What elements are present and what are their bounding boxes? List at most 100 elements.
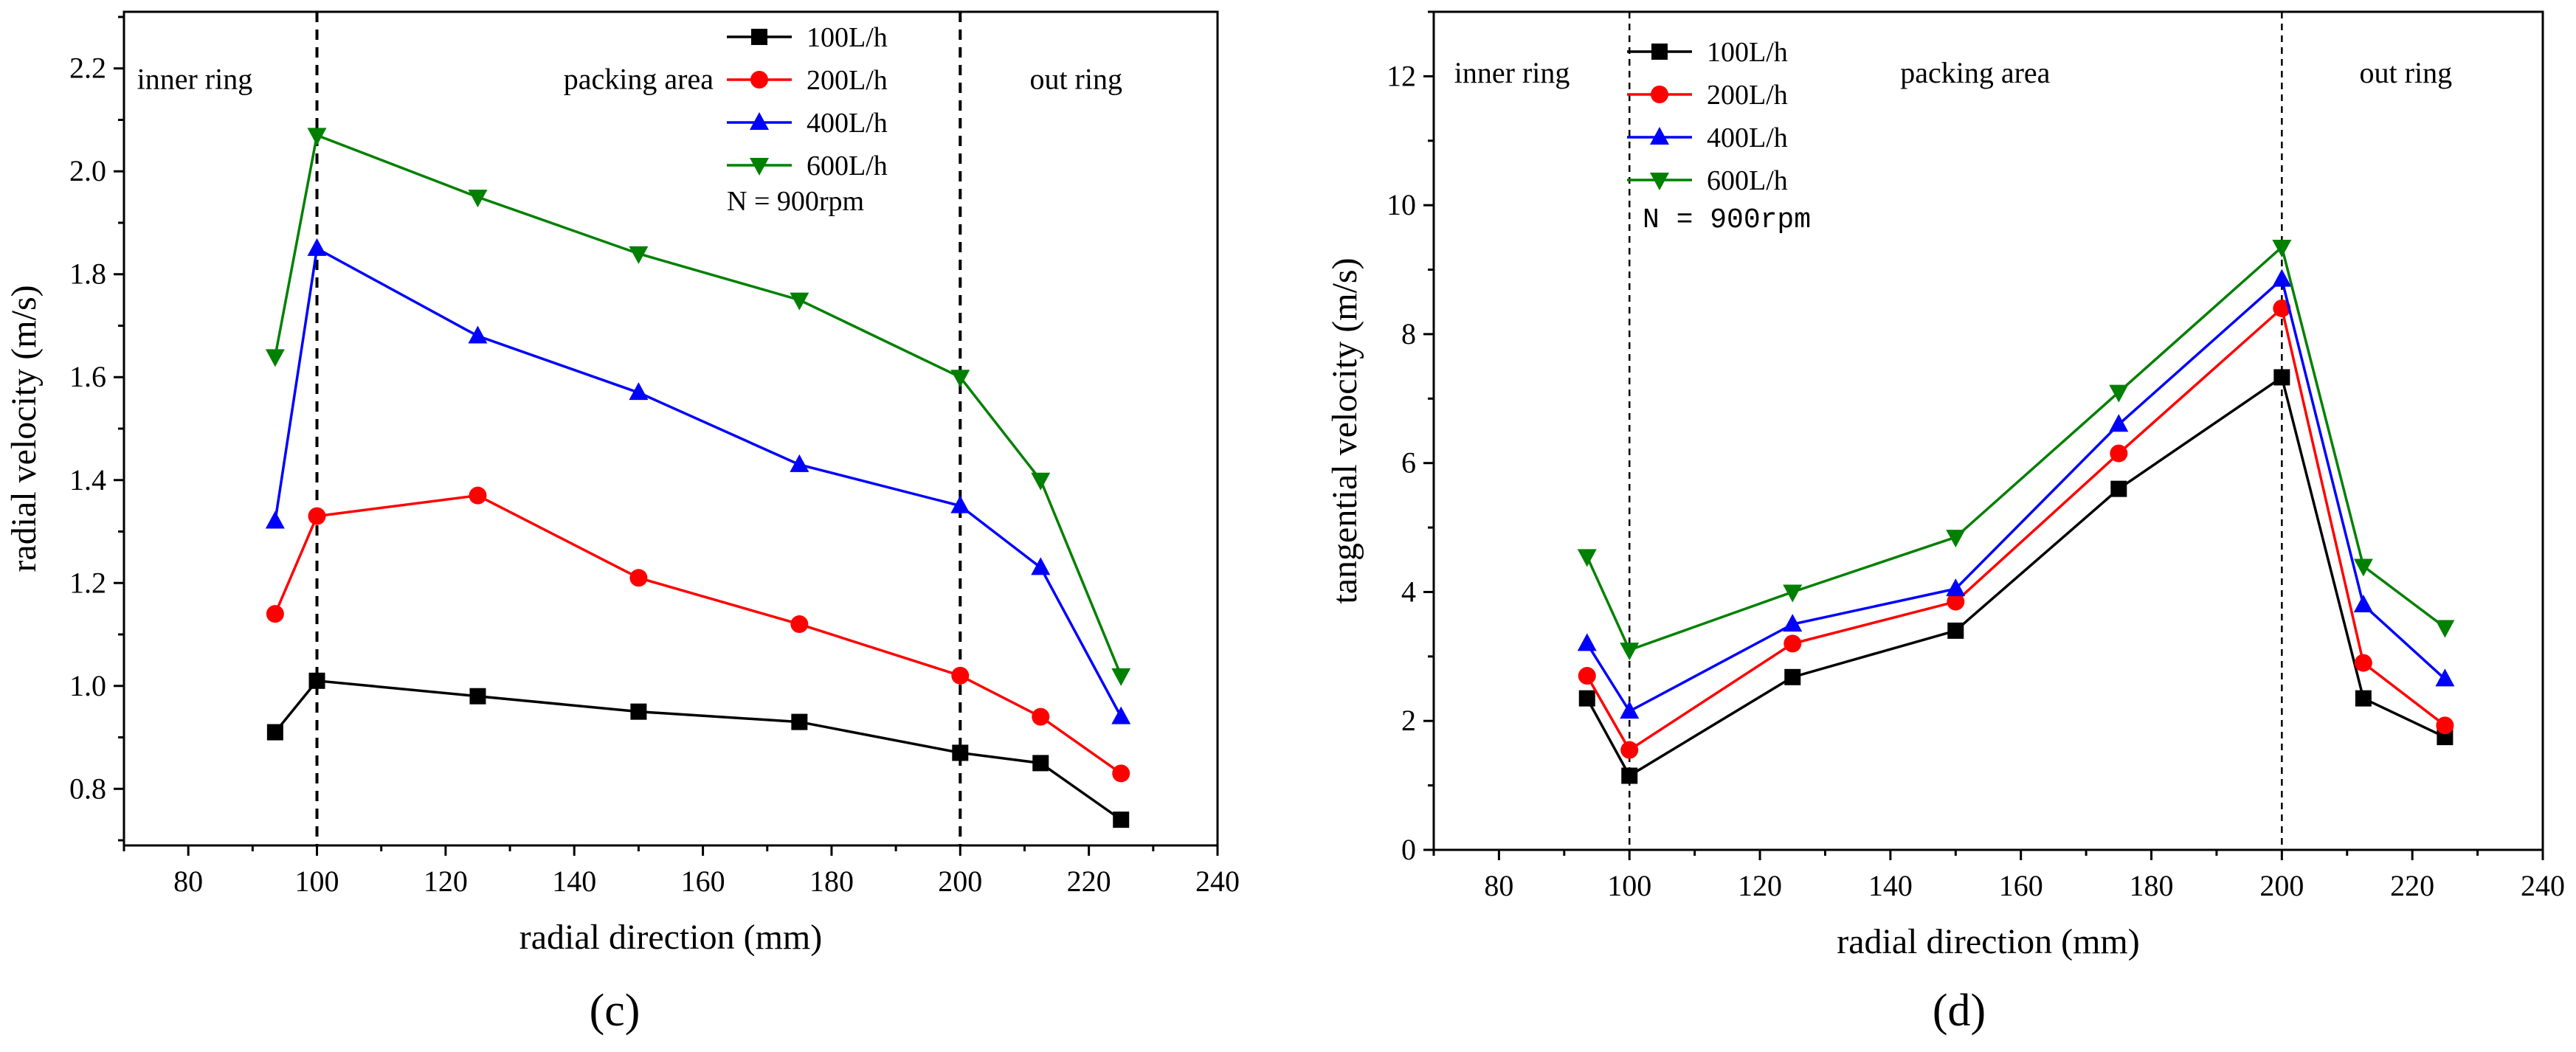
data-point <box>950 370 970 388</box>
series-line <box>1586 244 2446 652</box>
data-point <box>1031 557 1051 575</box>
data-point <box>2353 594 2373 612</box>
region-label: inner ring <box>1454 56 1570 89</box>
x-tick-label: 140 <box>1868 869 1913 902</box>
x-tick-label: 80 <box>1484 869 1513 902</box>
data-point <box>1946 578 1966 597</box>
legend-swatch-marker <box>1651 86 1668 103</box>
data-point <box>790 615 809 634</box>
legend-swatch-marker <box>751 29 767 45</box>
chart-c: 80 100 120 140 160 180 200 220 240 0.8 1.0 1.2 1.4 1.… <box>4 10 1240 1036</box>
data-point <box>1783 614 1803 632</box>
region-label: packing area <box>564 63 714 96</box>
data-point <box>2272 239 2292 257</box>
legend-note: N = 900rpm <box>1643 204 1811 236</box>
region-label: packing area <box>1900 56 2050 89</box>
data-point <box>1032 707 1050 726</box>
y-axis-title: radial velocity (m/s) <box>4 285 44 572</box>
y-tick-label: 1.4 <box>69 463 106 496</box>
y-axis-title: tangential velocity (m/s) <box>1325 257 1364 603</box>
data-point <box>629 246 649 264</box>
legend-note: N = 900rpm <box>727 186 864 217</box>
data-point <box>951 666 970 685</box>
data-point <box>2273 299 2291 317</box>
y-tick-label: 1.0 <box>69 669 106 702</box>
panel-label: (d) <box>1933 986 1986 1036</box>
series-line <box>274 134 1122 676</box>
y-tick-label: 10 <box>1387 188 1416 221</box>
data-point <box>2354 654 2372 672</box>
data-point <box>308 507 326 525</box>
x-tick-label: 180 <box>2130 869 2174 902</box>
data-point <box>1783 584 1803 603</box>
data-point <box>2109 384 2129 403</box>
y-tick-label: 6 <box>1401 446 1416 480</box>
legend-label: 600L/h <box>807 150 888 181</box>
data-point <box>1947 592 1965 611</box>
y-tick-label: 12 <box>1387 59 1416 92</box>
data-point <box>266 605 284 623</box>
data-point <box>1032 755 1049 772</box>
x-tick-label: 140 <box>552 865 596 898</box>
region-label: out ring <box>1029 63 1122 96</box>
region-label: inner ring <box>137 63 253 96</box>
x-tick-label: 120 <box>1738 869 1782 902</box>
legend-swatch-marker <box>750 71 768 89</box>
data-point <box>1947 622 1964 639</box>
x-tick-label: 220 <box>2390 869 2434 902</box>
data-point <box>791 713 808 730</box>
data-point <box>307 128 327 146</box>
data-point <box>2355 690 2372 707</box>
data-point <box>1620 741 1639 759</box>
x-tick-label: 100 <box>295 865 339 898</box>
legend-label: 400L/h <box>807 108 888 139</box>
legend-swatch-marker <box>750 112 769 130</box>
legend-label: 100L/h <box>807 22 888 53</box>
data-point <box>266 724 283 741</box>
data-point <box>469 486 487 505</box>
data-point <box>2435 620 2455 638</box>
y-tick-label: 1.8 <box>69 257 106 291</box>
data-point <box>1113 812 1130 828</box>
series-400L/h <box>265 238 1131 724</box>
series-600L/h <box>1577 239 2455 661</box>
data-point <box>950 495 970 513</box>
data-point <box>1578 667 1596 685</box>
data-point <box>1577 633 1597 651</box>
series-line <box>274 246 1122 718</box>
series-line <box>1586 277 2446 713</box>
x-axis-title: radial direction (mm) <box>519 918 823 957</box>
x-tick-label: 160 <box>1999 869 2043 902</box>
data-point <box>1784 668 1801 685</box>
y-tick-label: 0.8 <box>69 772 106 805</box>
y-tick-label: 2 <box>1401 704 1416 737</box>
data-point <box>1031 472 1051 491</box>
x-tick-label: 200 <box>938 865 982 898</box>
data-point <box>629 382 649 401</box>
plot-frame <box>122 10 1219 847</box>
x-tick-label: 80 <box>173 865 203 898</box>
legend-swatch-marker <box>1650 173 1669 190</box>
data-point <box>790 454 809 472</box>
y-tick-label: 2.2 <box>69 52 106 85</box>
data-point <box>265 511 285 529</box>
legend-swatch-marker <box>750 158 769 176</box>
data-point <box>2435 668 2455 687</box>
series-600L/h <box>265 128 1131 686</box>
data-point <box>790 292 809 311</box>
y-tick-label: 4 <box>1401 575 1416 608</box>
series-line <box>1586 305 2446 752</box>
panel-label: (c) <box>590 986 640 1036</box>
data-point <box>1946 530 1966 548</box>
data-point <box>308 672 325 689</box>
data-point <box>1620 701 1640 719</box>
data-point <box>1577 549 1597 567</box>
x-tick-label: 220 <box>1067 865 1111 898</box>
x-tick-label: 120 <box>424 865 468 898</box>
data-point <box>2110 480 2127 497</box>
y-tick-label: 1.2 <box>69 566 106 599</box>
data-point <box>1112 764 1130 783</box>
data-point <box>469 688 486 705</box>
series-line <box>274 679 1122 821</box>
legend-label: 200L/h <box>807 65 888 96</box>
